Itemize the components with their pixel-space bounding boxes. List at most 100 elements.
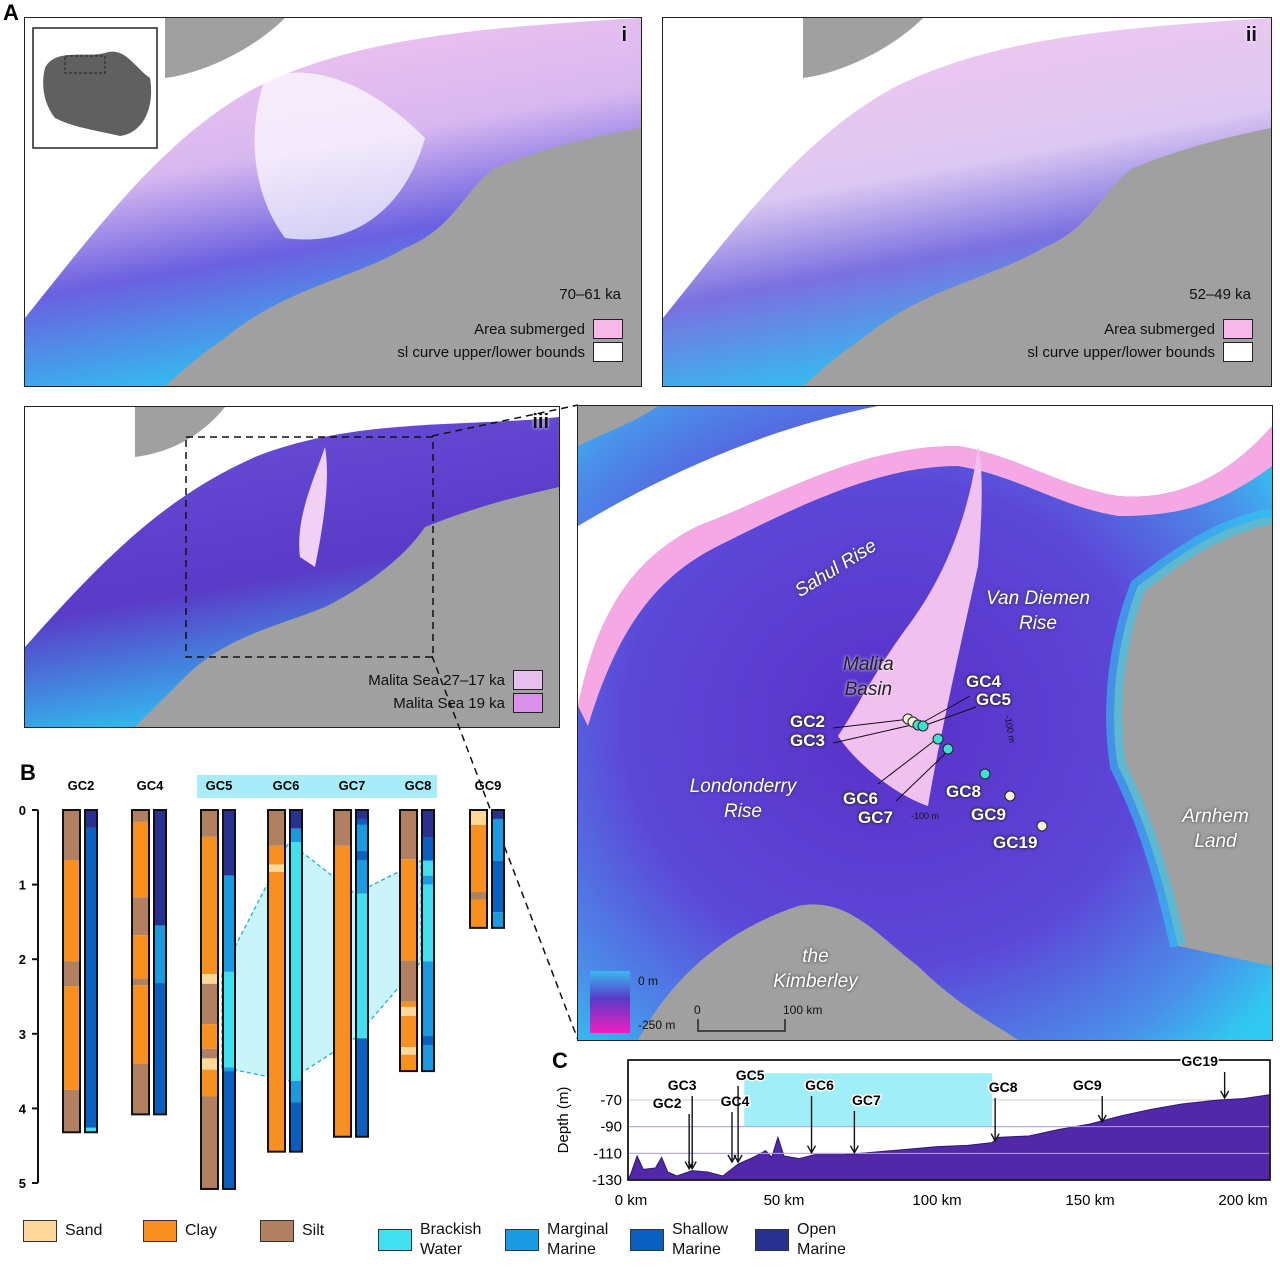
label-line: Malita bbox=[843, 654, 894, 675]
environment-open bbox=[422, 810, 434, 838]
lithology-clay bbox=[268, 871, 285, 1152]
legend-swatch bbox=[143, 1220, 177, 1242]
environment-marginal bbox=[356, 824, 368, 852]
label-londonderry-rise: Londonderry Rise bbox=[673, 774, 813, 824]
environment-shallow bbox=[356, 818, 368, 825]
environment-column-gc8 bbox=[421, 809, 435, 1073]
distance-scale-end: 100 km bbox=[783, 1003, 823, 1017]
environment-shallow bbox=[290, 1102, 302, 1152]
marker-label-gc6: GC6 bbox=[805, 1077, 834, 1093]
core-label: GC2 bbox=[790, 712, 825, 731]
legend-swatch bbox=[260, 1220, 294, 1242]
legend-label: Silt bbox=[302, 1222, 325, 1239]
environment-marginal bbox=[422, 961, 434, 1037]
marker-label-gc19: GC19 bbox=[1181, 1053, 1218, 1069]
map-panel-iii: iii Malita Sea 27–17 ka Malita Sea 19 ka bbox=[24, 406, 560, 728]
lithology-column-gc9 bbox=[469, 809, 488, 929]
arrowhead bbox=[1220, 1090, 1230, 1100]
depth-tick-label: 3 bbox=[19, 1027, 26, 1042]
label-line: Basin bbox=[844, 679, 893, 700]
environment-open bbox=[85, 810, 97, 828]
lithology-clay bbox=[63, 859, 80, 962]
legend-area-submerged: Area submerged bbox=[1104, 319, 1253, 339]
core-site-gc6 bbox=[932, 733, 944, 745]
depth-tick-label: 5 bbox=[19, 1176, 26, 1191]
arrowhead bbox=[733, 1154, 743, 1164]
y-tick-label: -70 bbox=[600, 1092, 622, 1109]
label-arnhem-land: Arnhem Land bbox=[1168, 804, 1263, 854]
lithology-clay bbox=[334, 845, 351, 1137]
legend-item-silt: Silt bbox=[260, 1220, 324, 1242]
lithology-sand bbox=[201, 974, 218, 984]
environment-marginal bbox=[223, 1067, 235, 1072]
lithology-silt bbox=[201, 983, 218, 1025]
lithology-silt bbox=[63, 1089, 80, 1133]
lithology-clay bbox=[132, 985, 149, 1064]
legend-swatch bbox=[593, 342, 623, 362]
environment-shallow bbox=[85, 827, 97, 1128]
core-sites-overlay bbox=[832, 695, 1048, 832]
core-header-gc4: GC4 bbox=[137, 778, 165, 793]
lithology-silt bbox=[132, 897, 149, 936]
core-logs: 0 1 2 3 4 5 GC2 GC4 GC5 GC6 GC7 GC8 GC9 bbox=[19, 778, 505, 1191]
environment-open bbox=[356, 810, 368, 819]
environment-open bbox=[154, 810, 166, 926]
panel-label-i: i bbox=[621, 24, 627, 46]
age-label: 70–61 ka bbox=[559, 286, 621, 303]
environment-marginal bbox=[422, 1044, 434, 1072]
legend-swatch bbox=[505, 1229, 539, 1251]
legend-malita-27-17: Malita Sea 27–17 ka bbox=[368, 670, 543, 690]
panel-label-ii: ii bbox=[1245, 24, 1257, 46]
x-tick-label: 50 km bbox=[764, 1192, 805, 1209]
environment-brackish bbox=[422, 860, 434, 876]
environment-marginal bbox=[492, 818, 504, 861]
environment-shallow bbox=[356, 1038, 368, 1137]
y-tick-label: -110 bbox=[593, 1145, 622, 1162]
lithology-sand bbox=[268, 864, 285, 872]
lithology-clay bbox=[470, 899, 487, 928]
environment-open bbox=[290, 810, 302, 829]
legend-item-brackish: Brackish Water bbox=[378, 1220, 500, 1260]
legend-swatch bbox=[513, 670, 543, 690]
core-label: GC19 bbox=[993, 833, 1038, 852]
age-label: 52–49 ka bbox=[1189, 286, 1251, 303]
environment-open bbox=[223, 810, 235, 876]
legend-item-open: Open Marine bbox=[755, 1220, 877, 1260]
legend-label: Shallow Marine bbox=[672, 1221, 729, 1258]
label-kimberley: the Kimberley bbox=[758, 944, 873, 994]
arrowhead bbox=[990, 1133, 1000, 1143]
plot-frame bbox=[627, 1059, 1271, 1181]
lithology-column-gc6 bbox=[267, 809, 286, 1153]
lithology-silt bbox=[63, 961, 80, 987]
map-panel-ii: ii 52–49 ka Area submerged sl curve uppe… bbox=[662, 17, 1272, 387]
contour-label: -100 m bbox=[911, 811, 940, 821]
brackish-band bbox=[744, 1073, 993, 1127]
y-axis-label: Depth (m) bbox=[555, 1087, 572, 1154]
lithology-clay bbox=[63, 986, 80, 1090]
lithology-clay bbox=[400, 1015, 417, 1048]
environment-marginal bbox=[356, 859, 368, 894]
legend-swatch bbox=[630, 1229, 664, 1251]
environment-open bbox=[492, 810, 504, 819]
legend-item-clay: Clay bbox=[143, 1220, 217, 1242]
x-tick-label: 100 km bbox=[912, 1192, 961, 1209]
lithology-silt bbox=[132, 978, 149, 986]
detail-map: Sahul Rise Van Diemen Rise Malita Basin Lo… bbox=[577, 405, 1273, 1041]
environment-column-gc6 bbox=[289, 809, 303, 1153]
environment-shallow bbox=[223, 1071, 235, 1189]
environment-brackish bbox=[290, 842, 302, 1081]
legend-sl-bounds: sl curve upper/lower bounds bbox=[397, 342, 623, 362]
detail-map-graphic bbox=[578, 406, 1272, 1040]
map-i-graphic bbox=[25, 18, 641, 386]
lithology-clay bbox=[132, 821, 149, 898]
core-site-gc19 bbox=[1036, 820, 1048, 832]
label-line: Londonderry bbox=[689, 776, 797, 797]
legend-label: Area submerged bbox=[1104, 320, 1215, 338]
marker-label-gc9: GC9 bbox=[1073, 1077, 1102, 1093]
lithology-silt bbox=[201, 1096, 218, 1189]
arrowhead bbox=[849, 1145, 859, 1155]
lithology-clay bbox=[400, 1001, 417, 1007]
label-line: Kimberley bbox=[773, 971, 858, 992]
brackish-group-header bbox=[197, 775, 437, 798]
